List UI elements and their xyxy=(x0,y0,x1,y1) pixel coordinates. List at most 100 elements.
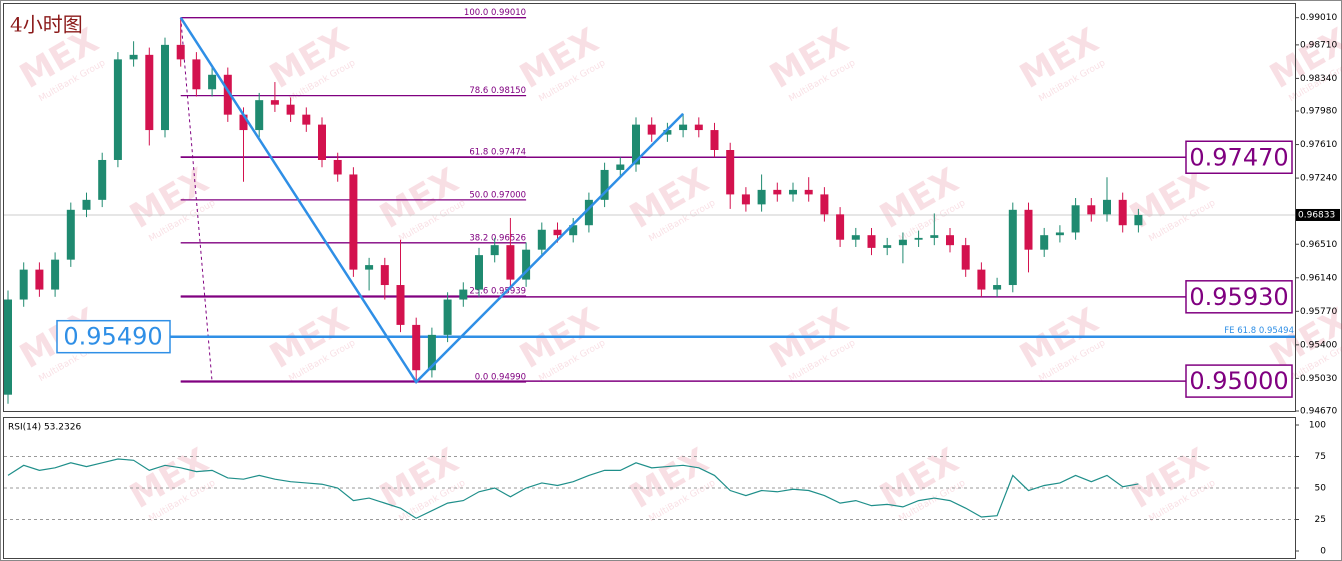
fib-label: 38.2 0.96526 xyxy=(469,233,526,243)
level-box xyxy=(1185,140,1293,174)
candle-body xyxy=(867,235,876,248)
level-label: 0.95490 xyxy=(63,323,162,351)
candle-body xyxy=(1055,232,1064,236)
level-box xyxy=(1185,364,1293,398)
y-tick-label: 0.95770 xyxy=(1300,307,1337,317)
main-panel xyxy=(3,3,1296,412)
fib-label: 61.8 0.97474 xyxy=(469,147,526,157)
last-price-label: 0.96833 xyxy=(1298,210,1335,220)
candle-body xyxy=(302,114,311,125)
rsi-tick-label: 0 xyxy=(1320,547,1326,557)
candle-body xyxy=(318,124,326,160)
candle-body xyxy=(569,225,578,236)
chart-title: 4小时图 xyxy=(10,13,83,37)
candle-body xyxy=(51,259,60,290)
y-tick-label: 0.96510 xyxy=(1300,240,1337,250)
candle-body xyxy=(898,239,907,246)
candle-body xyxy=(679,124,688,131)
candle-body xyxy=(616,164,625,170)
candle-body xyxy=(490,245,499,256)
zigzag xyxy=(179,17,684,384)
candle-body xyxy=(773,189,782,195)
candle-body xyxy=(741,194,750,205)
candle-body xyxy=(208,74,217,90)
y-tick-label: 0.97610 xyxy=(1300,140,1337,150)
candle-body xyxy=(459,289,468,300)
candle-body xyxy=(443,299,452,335)
candle-body xyxy=(1008,209,1017,286)
candle-body xyxy=(1134,214,1143,226)
fib-label: 50.0 0.97000 xyxy=(469,190,526,200)
candle-body xyxy=(663,130,672,135)
candle-body xyxy=(66,209,75,260)
candle-body xyxy=(113,59,122,160)
candle-body xyxy=(1040,235,1049,250)
level-label: 0.97470 xyxy=(1189,143,1288,171)
candle-body xyxy=(804,189,813,195)
level-label: 0.95000 xyxy=(1189,367,1288,395)
fib-label: 0.0 0.94990 xyxy=(475,373,526,383)
candle-body xyxy=(4,299,12,395)
candle-body xyxy=(255,100,264,131)
candle-body xyxy=(694,124,703,131)
candle-body xyxy=(35,269,44,290)
candle-body xyxy=(1087,205,1096,215)
candle-body xyxy=(632,124,640,165)
candle-body xyxy=(946,235,954,246)
rsi-tick-label: 75 xyxy=(1315,452,1326,462)
candle-body xyxy=(176,44,185,60)
candle-body xyxy=(537,229,546,250)
candle-body xyxy=(412,324,421,371)
rsi-tick-label: 50 xyxy=(1315,484,1327,494)
candle-body xyxy=(19,269,28,300)
candle-body xyxy=(977,269,986,290)
candle-body xyxy=(286,104,295,115)
candle-body xyxy=(851,235,860,240)
candle-body xyxy=(349,174,358,270)
candle-body xyxy=(427,334,436,371)
rsi-tick-label: 25 xyxy=(1315,515,1326,525)
level-box xyxy=(1185,280,1293,314)
candle-body xyxy=(883,245,892,248)
candle-body xyxy=(584,199,593,226)
candle-body xyxy=(647,124,656,135)
candle-body xyxy=(820,194,829,215)
rsi-line xyxy=(7,458,1139,519)
candle-body xyxy=(161,44,169,131)
candle-body xyxy=(914,237,923,240)
last-price-box xyxy=(1296,208,1340,221)
level-label: 0.95930 xyxy=(1189,283,1288,311)
candle-body xyxy=(145,54,154,131)
fib-label: 100.0 0.99010 xyxy=(464,8,526,18)
candle-body xyxy=(82,199,91,210)
candle-body xyxy=(475,255,483,290)
y-tick-label: 0.98710 xyxy=(1300,40,1337,50)
fib-label: 78.6 0.98150 xyxy=(469,86,526,96)
candle-body xyxy=(930,235,939,238)
candle-body xyxy=(223,74,232,115)
candle-body xyxy=(98,159,107,200)
candle-body xyxy=(129,54,138,60)
y-tick-label: 0.97980 xyxy=(1300,107,1337,117)
y-tick-label: 0.95030 xyxy=(1300,374,1337,384)
y-tick-label: 0.99010 xyxy=(1300,13,1337,23)
candle-body xyxy=(600,169,609,200)
candle-body xyxy=(1071,205,1080,233)
y-tick-label: 0.96140 xyxy=(1300,273,1337,283)
rsi-tick-label: 100 xyxy=(1309,421,1326,431)
candle-body xyxy=(270,100,279,105)
fib-diagonal xyxy=(180,17,213,383)
level-box xyxy=(56,319,171,354)
candle-body xyxy=(1118,199,1127,226)
candle-body xyxy=(365,265,374,270)
candle-body xyxy=(506,245,515,280)
candle-body xyxy=(1024,209,1033,250)
candle-body xyxy=(396,285,405,325)
candle-body xyxy=(757,189,766,205)
candle-body xyxy=(993,285,1002,290)
candle-body xyxy=(522,249,531,280)
candle-body xyxy=(789,189,797,195)
rsi-label: RSI(14) 53.2326 xyxy=(8,423,81,433)
